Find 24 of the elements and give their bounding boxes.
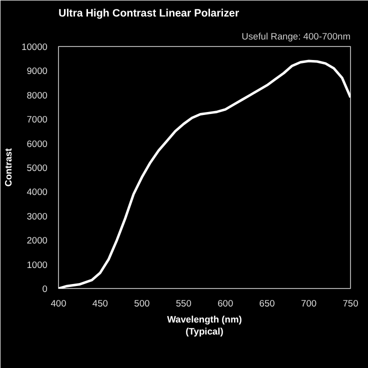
x-axis-title: Wavelength (nm) (Typical) [167, 314, 242, 336]
y-tick-label: 7000 [26, 114, 48, 125]
y-tick-label: 2000 [26, 236, 48, 246]
chart-title: Ultra High Contrast Linear Polarizer [58, 8, 240, 20]
y-tick-label: 8000 [26, 90, 48, 100]
y-tick-label: 0 [42, 284, 48, 294]
y-tick-label: 6000 [26, 138, 48, 149]
y-tick-label: 1000 [26, 260, 48, 270]
x-tick-label: 750 [342, 298, 358, 308]
x-tick-label: 650 [259, 298, 275, 308]
y-tick-label: 10000 [22, 42, 48, 52]
y-tick-label: 4000 [26, 187, 48, 198]
x-tick-label: 600 [218, 298, 234, 308]
x-tick-label: 450 [92, 298, 108, 308]
x-tick-label: 500 [134, 298, 150, 308]
x-tick-label: 700 [301, 298, 317, 308]
y-tick-label: 9000 [26, 66, 48, 76]
y-tick-label: 3000 [26, 211, 48, 222]
y-tick-label: 5000 [26, 163, 48, 173]
x-tick-label: 400 [50, 298, 66, 308]
text: Useful Range: 400-700nm [242, 32, 351, 42]
x-tick-label: 550 [176, 298, 192, 308]
y-axis-title: Contrast [4, 148, 14, 187]
line-series [58, 60, 350, 288]
